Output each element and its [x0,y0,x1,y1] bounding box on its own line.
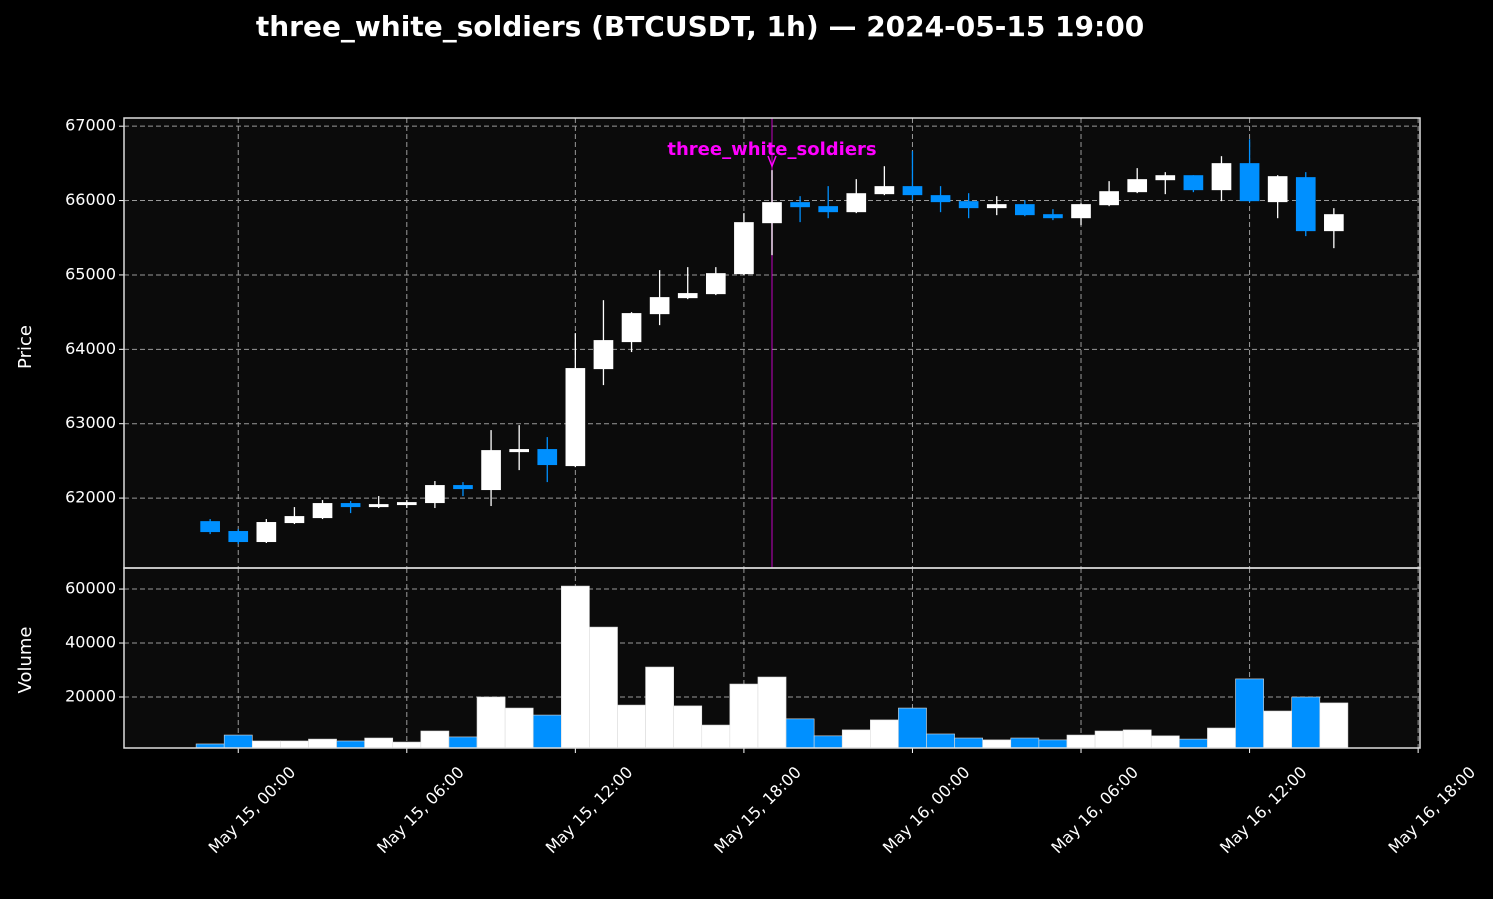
volume-bar [1263,710,1293,749]
candle-body [228,531,249,543]
candle-body [818,206,839,213]
volume-tick-label: 60000 [65,579,116,598]
volume-bar [982,739,1012,749]
volume-bar [308,738,337,749]
volume-frame [123,567,1421,749]
volume-bar [561,585,590,749]
candle-body [958,201,979,209]
volume-bar [280,740,309,749]
volume-bar [589,626,618,749]
chart-title: three_white_soldiers (BTCUSDT, 1h) — 202… [256,10,1144,43]
volume-bar [729,683,759,749]
volume-bar [1038,739,1068,749]
volume-bar [504,707,534,749]
candle-body [1043,214,1063,219]
candle-body [396,502,417,506]
volume-bar [701,724,731,749]
volume-bar [785,718,815,749]
annotation-arrow [767,155,777,169]
candle-body [284,516,305,524]
candle-body [537,449,558,466]
candle-body [368,504,389,508]
candle-body [790,202,810,208]
candle-body [705,273,726,295]
volume-axis-label: Volume [15,627,36,694]
volume-bar [336,740,365,749]
volume-bar [392,741,422,749]
candle-body [425,485,445,504]
candle-body [256,522,277,543]
volume-bar [1179,738,1208,749]
candle-body [986,204,1007,209]
candle-body [1155,175,1176,181]
candle-body [874,186,895,195]
candle-body [1267,176,1288,203]
volume-bar [1319,702,1349,749]
volume-tick-label: 20000 [65,686,116,705]
candle-body [1099,191,1119,206]
candle-body [565,368,586,467]
volume-bar [476,696,506,749]
volume-tick-label: 40000 [65,633,116,652]
candle-body [846,193,867,213]
volume-bar [1207,727,1236,749]
y-tick-label: 66000 [65,190,116,209]
annotation: three_white_soldiers [667,139,876,160]
y-axis-label: Price [15,325,36,369]
volume-bar [926,733,955,749]
candle-body [1295,177,1316,232]
candle-body [734,222,754,275]
candle-body [762,202,782,224]
candle-body [312,503,333,519]
volume-bar [841,729,871,749]
candle-body [677,293,698,299]
candle-body [1211,163,1232,191]
volume-bar [898,707,927,749]
y-tick-label: 62000 [65,488,116,507]
candle-body [1015,204,1035,216]
candle-body [200,521,220,533]
volume-bar [617,704,646,749]
candle-body [340,503,361,508]
candle-body [902,186,923,196]
volume-bar [1066,734,1096,749]
volume-bar [364,737,394,749]
volume-bar [1094,730,1124,749]
volume-bar [757,676,787,749]
volume-bar [645,666,674,749]
volume-bar [954,737,983,749]
volume-bar [813,735,843,749]
candle-body [1239,163,1260,202]
y-tick-label: 64000 [65,339,116,358]
candle-body [593,340,614,370]
volume-bar [673,705,703,749]
volume-bar [532,714,562,749]
volume-bar [251,740,281,749]
candle-body [481,450,501,491]
candle-body [649,297,670,315]
candle-body [453,485,473,490]
candle-body [1127,179,1148,193]
candle-body [930,195,951,203]
volume-bar [223,734,253,749]
candle-body [1071,204,1091,219]
volume-bar [1235,678,1264,749]
volume-bar [870,719,899,749]
candle-body [509,449,529,453]
y-tick-label: 63000 [65,413,116,432]
candle-body [621,313,642,343]
volume-bar [1150,735,1180,749]
volume-bar [1122,729,1152,749]
y-tick-label: 67000 [65,116,116,135]
y-tick-label: 65000 [65,264,116,283]
candle-body [1324,214,1344,232]
candle-body [1183,175,1204,191]
volume-bar [1291,696,1321,749]
volume-bar [420,730,450,749]
volume-bar [448,736,478,749]
volume-bar [1010,737,1040,749]
